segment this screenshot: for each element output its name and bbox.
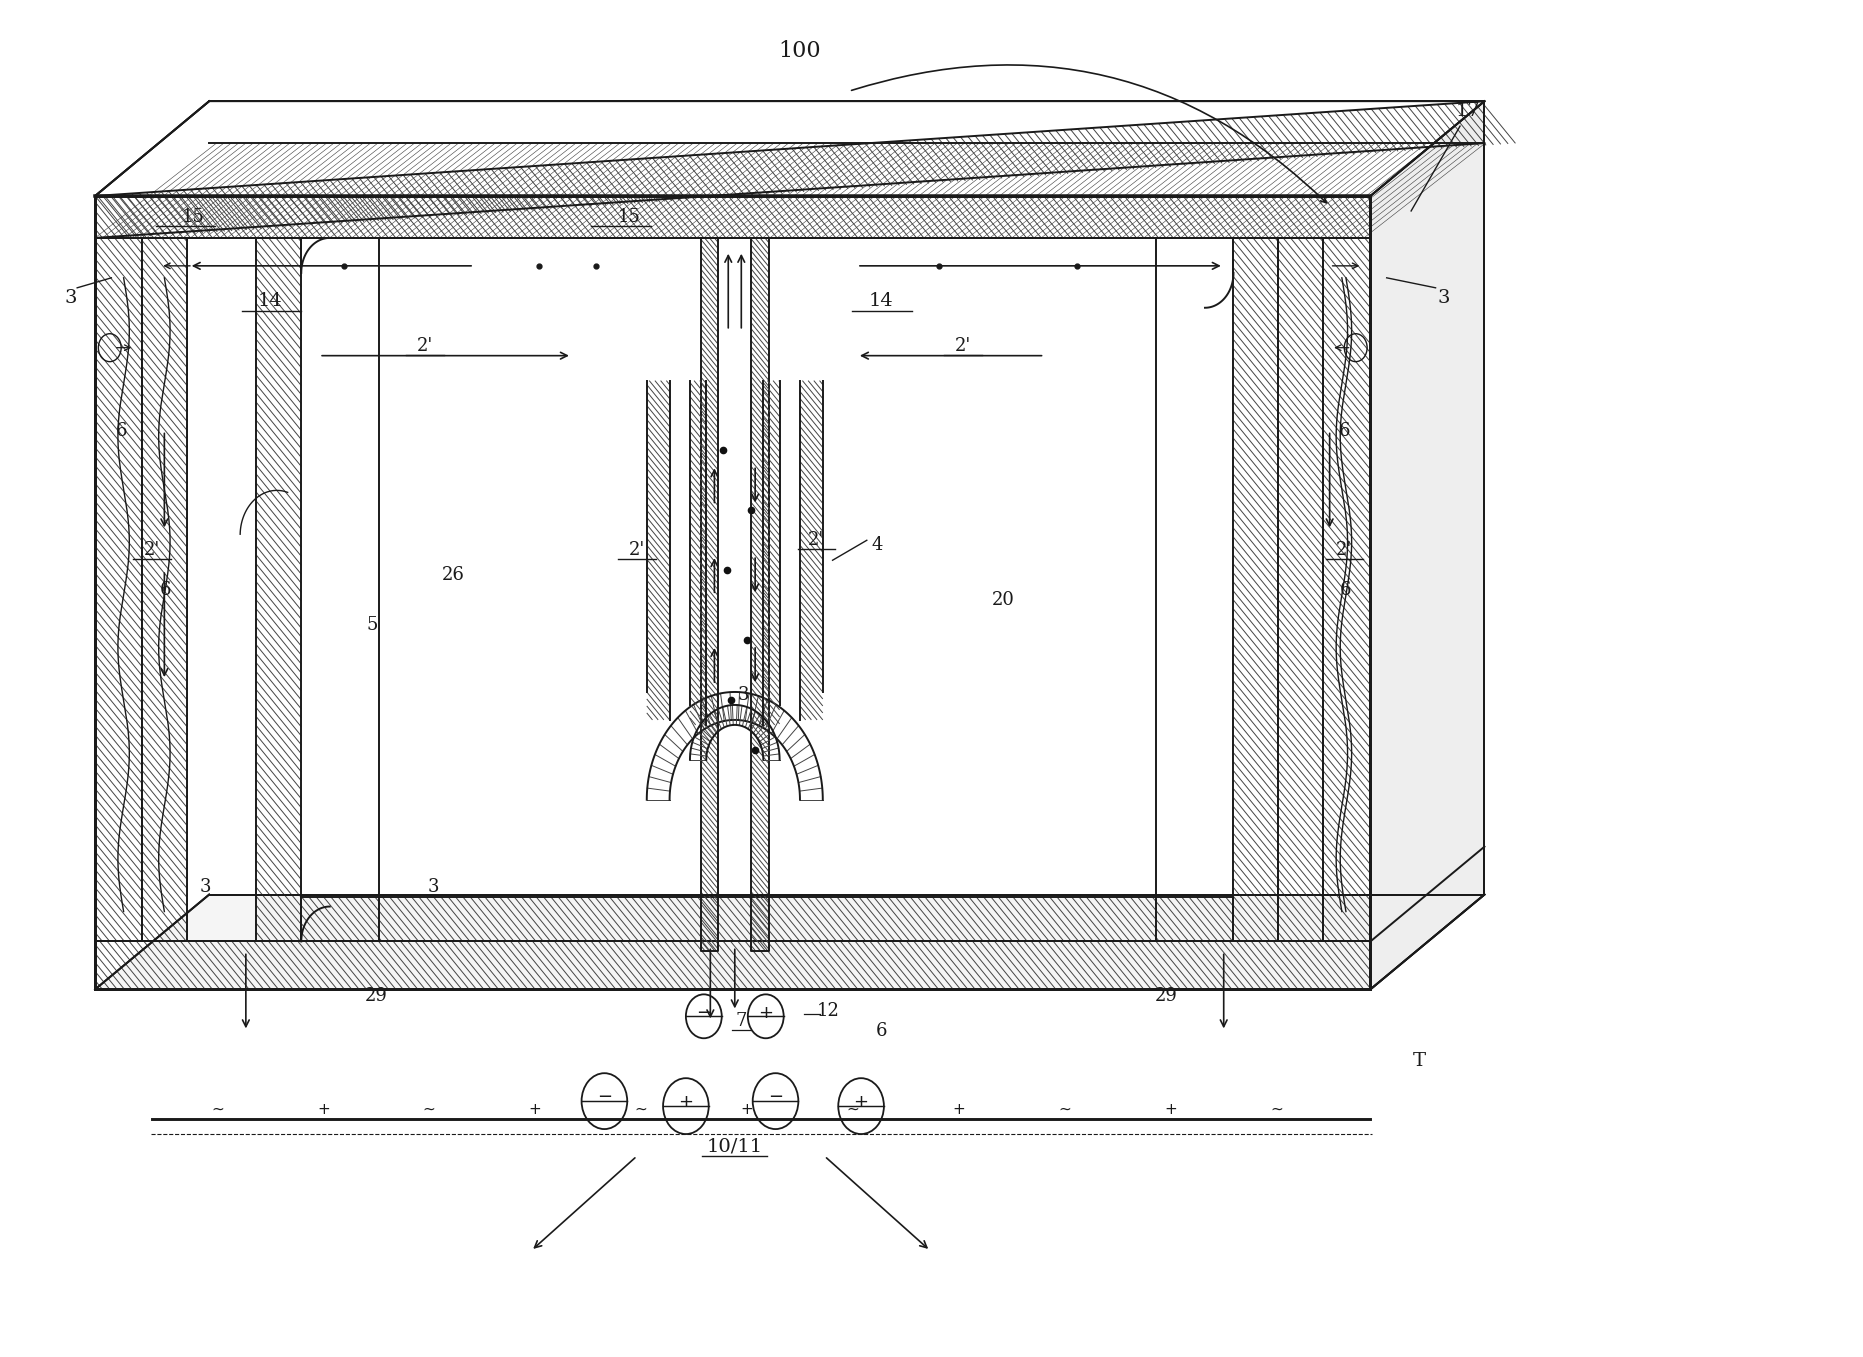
Text: −: − xyxy=(596,1088,611,1106)
Text: 5: 5 xyxy=(367,616,378,634)
Text: +: + xyxy=(1164,1102,1177,1117)
Text: 4: 4 xyxy=(872,536,883,554)
Text: +: + xyxy=(741,1102,753,1117)
Text: +: + xyxy=(529,1102,542,1117)
Text: 15: 15 xyxy=(181,208,205,227)
Text: 20: 20 xyxy=(993,592,1015,609)
Text: ~: ~ xyxy=(635,1102,648,1117)
Text: 15: 15 xyxy=(617,208,641,227)
Text: 3: 3 xyxy=(1438,289,1449,307)
Text: 100: 100 xyxy=(779,41,822,62)
Text: 12: 12 xyxy=(818,1003,840,1020)
Text: −: − xyxy=(768,1088,782,1106)
Text: 2': 2' xyxy=(417,337,434,354)
Text: 3: 3 xyxy=(199,878,211,896)
Text: 29: 29 xyxy=(365,988,388,1006)
Text: 6: 6 xyxy=(160,581,171,600)
Text: 6: 6 xyxy=(1339,581,1353,600)
Text: 2': 2' xyxy=(809,532,825,550)
Polygon shape xyxy=(95,102,1485,195)
Text: 14: 14 xyxy=(868,292,894,309)
Text: 2': 2' xyxy=(956,337,971,354)
Polygon shape xyxy=(95,894,1485,989)
Text: 2': 2' xyxy=(1336,541,1353,559)
Text: 10/11: 10/11 xyxy=(706,1137,762,1155)
Text: ~: ~ xyxy=(1058,1102,1071,1117)
Text: 26: 26 xyxy=(442,566,466,585)
Text: T: T xyxy=(1412,1052,1425,1071)
Polygon shape xyxy=(1371,102,1485,989)
Text: ~: ~ xyxy=(423,1102,436,1117)
Text: 7: 7 xyxy=(736,1012,747,1030)
Text: +: + xyxy=(758,1004,773,1022)
Text: 3: 3 xyxy=(65,289,76,307)
Text: 3: 3 xyxy=(427,878,440,896)
Text: +: + xyxy=(853,1092,868,1111)
Polygon shape xyxy=(95,102,1485,195)
Text: −: − xyxy=(697,1004,712,1022)
Text: 3: 3 xyxy=(738,687,749,704)
Text: 17: 17 xyxy=(1455,102,1481,121)
Text: 6: 6 xyxy=(1338,422,1351,440)
Text: 6: 6 xyxy=(116,422,127,440)
Polygon shape xyxy=(95,195,1371,989)
Polygon shape xyxy=(1371,102,1485,989)
Text: +: + xyxy=(317,1102,330,1117)
Text: +: + xyxy=(678,1092,693,1111)
Text: 2': 2' xyxy=(143,541,160,559)
Text: ~: ~ xyxy=(211,1102,224,1117)
Text: ~: ~ xyxy=(846,1102,859,1117)
Text: ~: ~ xyxy=(1271,1102,1284,1117)
Text: 29: 29 xyxy=(1155,988,1177,1006)
Text: 6: 6 xyxy=(876,1022,887,1041)
Text: 14: 14 xyxy=(257,292,283,309)
Text: +: + xyxy=(952,1102,965,1117)
Text: 2': 2' xyxy=(630,541,645,559)
